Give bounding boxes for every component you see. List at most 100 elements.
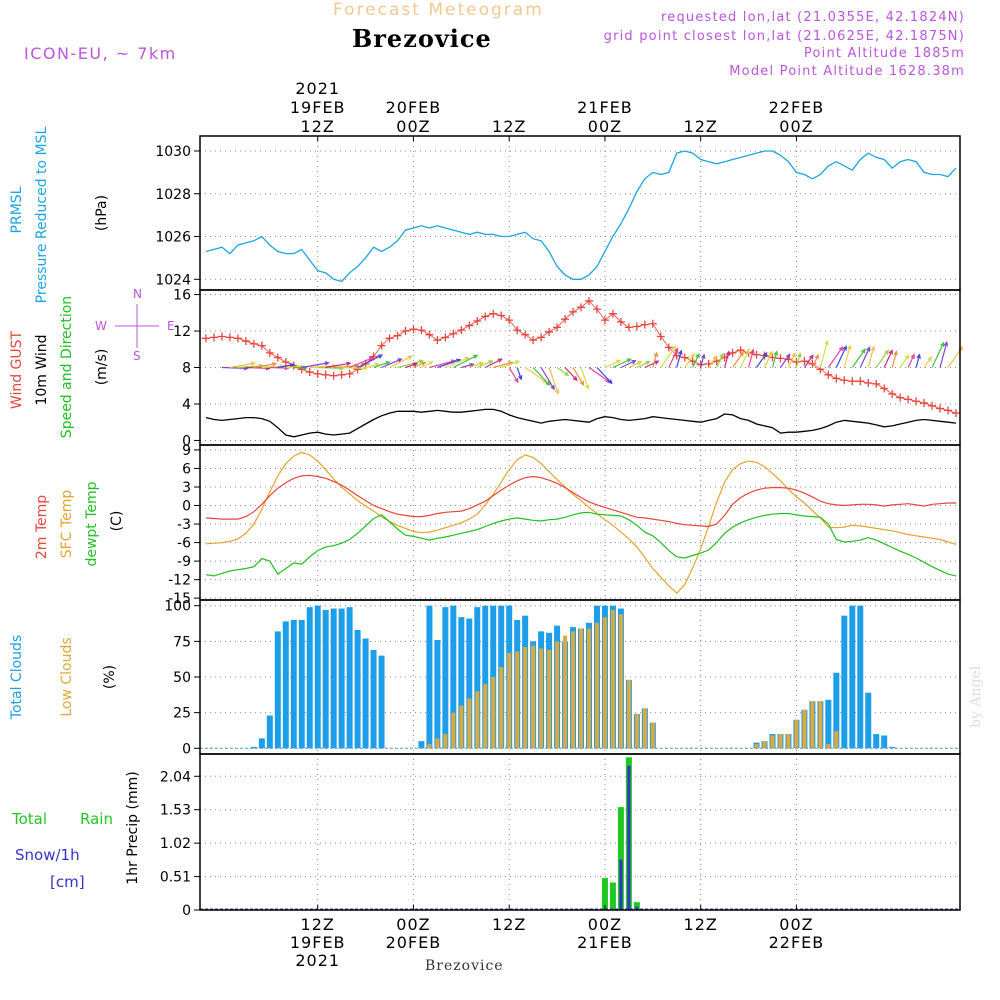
total-clouds-bar — [865, 692, 872, 749]
top-time-label: 22FEB — [769, 98, 825, 117]
wind-gust-point — [209, 333, 218, 342]
total-clouds-bar — [290, 619, 297, 749]
wind-direction-arrow — [795, 353, 801, 368]
low-clouds-bar — [579, 628, 584, 749]
wind-direction-arrow — [668, 348, 679, 368]
precip-unit: 1hr Precip (mm) — [125, 771, 141, 884]
wind-gust-point — [265, 348, 274, 357]
wind-direction-arrow — [429, 360, 456, 369]
point-altitude: Point Altitude 1885m — [803, 46, 965, 61]
dewpt-temp-line — [205, 511, 957, 577]
wind-arrowhead — [412, 362, 419, 367]
compass-w: W — [95, 319, 107, 333]
wind-arrowhead — [809, 354, 814, 360]
wind-direction-arrow — [405, 363, 418, 369]
wind-direction-arrow — [596, 367, 613, 384]
wind-gust-point — [936, 404, 945, 413]
total-clouds-bar — [298, 619, 305, 749]
low-clouds-bar — [642, 708, 647, 749]
wind-gust-point — [217, 332, 226, 341]
compass-s: S — [133, 349, 141, 363]
total-clouds-bar — [450, 605, 457, 749]
wind-direction-arrow — [811, 354, 819, 368]
wind-gust-point — [393, 331, 402, 340]
wind-arrowhead — [671, 345, 677, 351]
total-clouds-bar — [418, 741, 425, 749]
clouds-unit: (%) — [102, 665, 118, 689]
total-clouds-bar — [322, 609, 329, 749]
y-tick-label: -15 — [168, 591, 191, 607]
rain-bar — [617, 807, 624, 910]
wind-arrowhead — [690, 352, 695, 359]
wind-arrowhead — [940, 341, 945, 347]
precip-snow-label: Snow/1h — [15, 846, 80, 864]
wind-gust-point — [505, 316, 514, 325]
wind-arrowhead — [884, 349, 889, 355]
bottom-time-label: 12Z — [492, 915, 526, 934]
wind-arrowhead — [488, 360, 494, 365]
y-tick-label: 9 — [182, 443, 191, 459]
pressure-label-1: PRMSL — [9, 186, 25, 233]
wind-arrowhead — [473, 354, 479, 359]
wind-arrowhead — [893, 350, 898, 356]
wind-gust-point — [920, 399, 929, 408]
low-clouds-bar — [491, 677, 496, 749]
wind-speed-line — [205, 408, 957, 438]
wind-direction-arrow — [389, 355, 412, 369]
wind-gust-point — [824, 370, 833, 379]
wind-gust-point — [952, 409, 961, 418]
wind-direction-arrow — [604, 359, 621, 369]
wind-direction-arrow — [644, 360, 659, 369]
wind-direction-arrow — [524, 367, 548, 384]
wind-gust-point — [529, 336, 538, 345]
wind-direction-arrow — [867, 346, 875, 368]
sfc-temp-line — [205, 451, 957, 595]
y-tick-label: 25 — [173, 706, 191, 722]
top-time-label: 21FEB — [577, 98, 633, 117]
wind-arrowhead — [824, 339, 829, 346]
total-clouds-bar — [370, 649, 377, 749]
low-clouds-bar — [483, 684, 488, 749]
wind-arrowhead — [637, 361, 643, 366]
wind-arrowhead — [762, 351, 768, 358]
wind-arrowhead — [773, 350, 779, 356]
low-clouds-bar — [802, 709, 807, 749]
wind-direction-arrow — [285, 365, 301, 369]
wind-direction-arrow — [437, 359, 461, 369]
wind-direction-arrow — [819, 341, 828, 368]
wind-gust-line — [205, 300, 957, 414]
wind-direction-arrow — [676, 350, 682, 368]
bottom-time-label: 00Z — [396, 915, 430, 934]
wind-gust-point — [202, 334, 210, 343]
wind-direction-arrow — [301, 362, 329, 369]
total-clouds-label: Total Clouds — [9, 635, 25, 720]
wind-gust-point — [928, 401, 937, 410]
total-clouds-bar — [274, 631, 281, 749]
snow-bar — [635, 906, 639, 910]
compass-e: E — [167, 319, 175, 333]
pressure-unit: (hPa) — [94, 195, 110, 231]
bottom-time-label: 21FEB — [577, 933, 633, 952]
wind-gust-point — [481, 312, 490, 321]
total-clouds-bar — [474, 607, 481, 749]
wind-arrowhead — [626, 358, 632, 363]
wind-direction-arrow — [859, 347, 871, 368]
low-clouds-bar — [467, 698, 472, 749]
wind-arrowhead — [428, 361, 434, 366]
gridpoint-coords: grid point closest lon,lat (21.0625E, 42… — [603, 29, 965, 44]
wind-gust-point — [569, 307, 578, 316]
wind-gust-point — [664, 343, 673, 352]
wind-gust-point — [553, 323, 562, 332]
y-tick-label: 8 — [182, 361, 191, 377]
wind-direction-arrow — [588, 367, 610, 383]
wind-gust-point — [624, 323, 633, 332]
top-time-label: 00Z — [396, 117, 430, 136]
wind-direction-arrow — [628, 361, 642, 369]
wind-arrowhead — [645, 360, 651, 366]
y-tick-label: 1.02 — [160, 836, 191, 852]
wind-arrowhead — [550, 385, 555, 391]
total-clouds-bar — [482, 605, 489, 749]
total-clouds-bar — [881, 735, 888, 749]
wind-direction-arrow — [756, 352, 768, 368]
wind-gust-point — [880, 384, 889, 393]
